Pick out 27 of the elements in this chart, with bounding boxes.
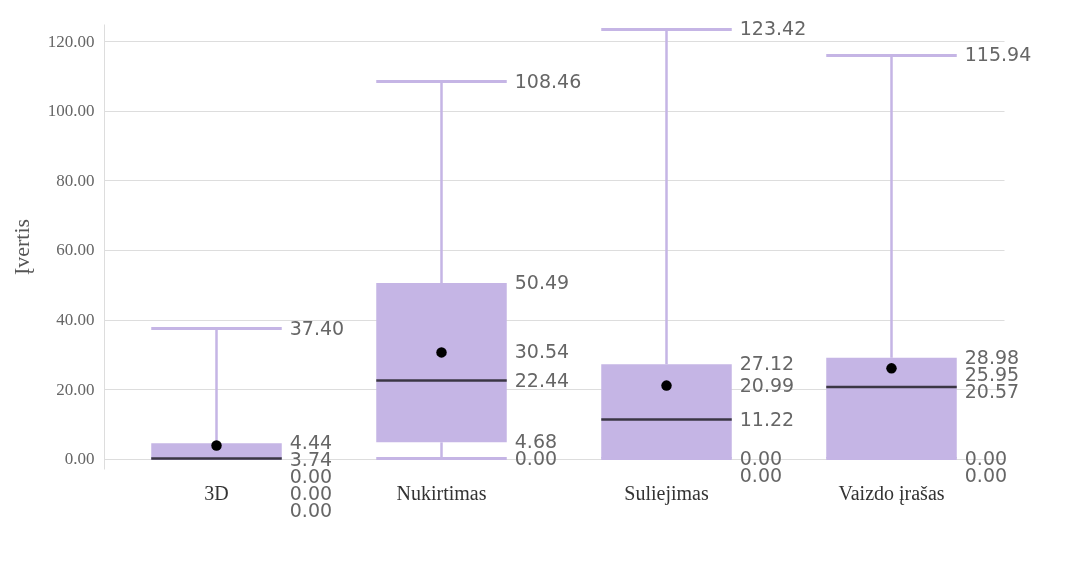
annotation: 30.54 [514,340,570,363]
annotation: 27.12 [739,352,795,375]
annotation: 123.42 [739,17,807,40]
annotation: 11.22 [739,407,795,430]
annotation: 22.44 [514,368,570,391]
text: 0.00 [289,499,333,522]
y-tick-label: 60.00 [56,240,95,260]
annotation: 108.46 [514,69,582,92]
annotation: 0.00 [739,446,783,469]
x-tick-label: Nukirtimas [396,481,487,504]
annotation: 115.94 [964,43,1032,66]
x-tick-label: Suliejimas [624,481,709,505]
annotation: 20.99 [739,373,795,396]
annotation: 50.49 [514,271,570,294]
annotation: 0.00 [514,447,558,470]
y-tick-label: 20.00 [56,379,95,399]
annotation: 0.00 [964,446,1008,469]
y-tick-label: 120.00 [47,31,95,51]
y-tick-label: 80.00 [56,170,95,190]
x-tick-label: Vaizdo įrašas [838,481,945,505]
y-tick-label: 40.00 [56,310,95,330]
y-tick-label: 100.00 [47,101,95,121]
x-tick-label: 3D [204,481,229,504]
y-tick-label: 0.00 [64,449,95,469]
annotation: 37.40 [289,316,345,339]
y-axis-title: Įvertis [8,218,34,276]
annotation: 28.98 [964,345,1020,368]
